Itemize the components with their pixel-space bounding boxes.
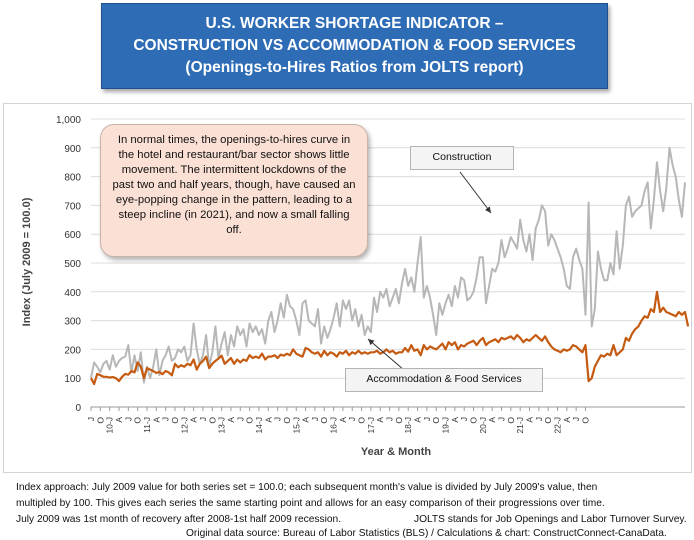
x-tick-label: J xyxy=(161,417,171,421)
x-tick-label: A xyxy=(226,417,236,423)
x-tick-label: J xyxy=(86,417,96,421)
x-tick-label: A xyxy=(413,417,423,423)
y-tick-label: 0 xyxy=(75,403,81,414)
x-tick-label: A xyxy=(189,417,199,423)
x-tick-label: 15-J xyxy=(291,417,301,434)
x-tick-label: 14-J xyxy=(254,417,264,434)
x-tick-label: A xyxy=(151,417,161,423)
x-tick-label: J xyxy=(571,417,581,421)
x-tick-label: 18-J xyxy=(403,417,413,434)
footnote-line3b: JOLTS stands for Job Openings and Labor … xyxy=(414,514,687,525)
footnote-line4: Original data source: Bureau of Labor St… xyxy=(186,528,667,539)
x-tick-label: J xyxy=(347,417,357,421)
x-tick-label: J xyxy=(198,417,208,421)
x-tick-label: J xyxy=(385,417,395,421)
footnote-line3a: July 2009 was 1st month of recovery afte… xyxy=(16,514,342,525)
construction-line xyxy=(90,146,686,384)
x-tick-label: 11-J xyxy=(142,417,152,433)
x-tick-label: O xyxy=(133,417,143,424)
x-tick-label: J xyxy=(534,417,544,421)
y-tick-label: 400 xyxy=(64,288,81,299)
y-tick-label: 1,000 xyxy=(56,115,81,126)
x-tick-label: 13-J xyxy=(217,417,227,434)
x-tick-label: O xyxy=(469,417,479,424)
x-tick-label: J xyxy=(235,417,245,421)
x-tick-label: O xyxy=(95,417,105,424)
x-tick-label: J xyxy=(459,417,469,421)
x-tick-label: O xyxy=(170,417,180,424)
y-tick-label: 200 xyxy=(64,345,81,356)
x-tick-label: A xyxy=(562,417,572,423)
x-tick-label: O xyxy=(207,417,217,424)
footnote-line1: Index approach: July 2009 value for both… xyxy=(16,482,598,493)
x-tick-label: O xyxy=(543,417,553,424)
y-tick-label: 100 xyxy=(64,374,81,385)
x-tick-label: A xyxy=(450,417,460,423)
x-tick-label: J xyxy=(310,417,320,421)
construction-label-text: Construction xyxy=(432,151,492,163)
x-tick-label: O xyxy=(245,417,255,424)
x-tick-label: J xyxy=(497,417,507,421)
x-tick-label: O xyxy=(431,417,441,424)
y-tick-label: 300 xyxy=(64,317,81,328)
construction-pointer-arrow xyxy=(459,171,492,214)
chart-title-line1: U.S. WORKER SHORTAGE INDICATOR – xyxy=(205,15,504,32)
x-tick-label: 12-J xyxy=(179,417,189,434)
x-tick-label: A xyxy=(375,417,385,423)
x-tick-label: O xyxy=(282,417,292,424)
x-tick-label: A xyxy=(263,417,273,423)
x-tick-label: J xyxy=(273,417,283,421)
accommodation-series-label: Accommodation & Food Services xyxy=(345,368,543,392)
y-axis-ticks: 0 100 200 300 400 500 600 700 800 900 1,000 xyxy=(56,115,81,414)
accommodation-label-text: Accommodation & Food Services xyxy=(366,373,522,385)
x-tick-label: A xyxy=(487,417,497,423)
y-tick-label: 900 xyxy=(64,144,81,155)
x-tick-label: O xyxy=(357,417,367,424)
chart-title-box: U.S. WORKER SHORTAGE INDICATOR – CONSTRU… xyxy=(101,3,608,89)
y-tick-label: 500 xyxy=(64,259,81,270)
accommodation-pointer-arrow xyxy=(367,338,405,371)
annotation-note: In normal times, the openings-to-hires c… xyxy=(100,124,368,257)
chart-title-line3: (Openings-to-Hires Ratios from JOLTS rep… xyxy=(185,59,524,76)
chart-title-line2: CONSTRUCTION VS ACCOMMODATION & FOOD SER… xyxy=(133,37,576,54)
x-axis-ticks: J O 10-J A J O 11-J A J O 12-J A J O 13-J A J O 14-J A J O 15-… xyxy=(86,407,590,434)
x-tick-label: O xyxy=(506,417,516,424)
x-axis-label: Year & Month xyxy=(361,446,432,458)
x-tick-label: O xyxy=(319,417,329,424)
accommodation-line xyxy=(90,290,690,386)
x-tick-label: A xyxy=(114,417,124,423)
footnote-line2: multipled by 100. This gives each series… xyxy=(16,498,605,509)
x-tick-label: 16-J xyxy=(329,417,339,434)
annotation-text: In normal times, the openings-to-hires c… xyxy=(112,134,356,236)
x-tick-label: 10-J xyxy=(105,417,115,434)
x-tick-label: J xyxy=(123,417,133,421)
x-tick-label: A xyxy=(338,417,348,423)
x-tick-label: 19-J xyxy=(441,417,451,434)
y-axis-label: Index (July 2009 = 100.0) xyxy=(21,197,33,326)
construction-series-label: Construction xyxy=(410,146,514,170)
x-tick-label: O xyxy=(394,417,404,424)
x-tick-label: 17-J xyxy=(366,417,376,434)
x-tick-label: 22-J xyxy=(552,417,562,434)
x-tick-label: O xyxy=(580,417,590,424)
series-lines xyxy=(90,146,690,386)
x-tick-label: A xyxy=(525,417,535,423)
x-tick-label: 20-J xyxy=(478,417,488,434)
x-tick-label: J xyxy=(422,417,432,421)
y-tick-label: 700 xyxy=(64,201,81,212)
x-tick-label: A xyxy=(301,417,311,423)
y-tick-label: 600 xyxy=(64,230,81,241)
x-tick-label: 21-J xyxy=(515,417,525,434)
y-tick-label: 800 xyxy=(64,173,81,184)
